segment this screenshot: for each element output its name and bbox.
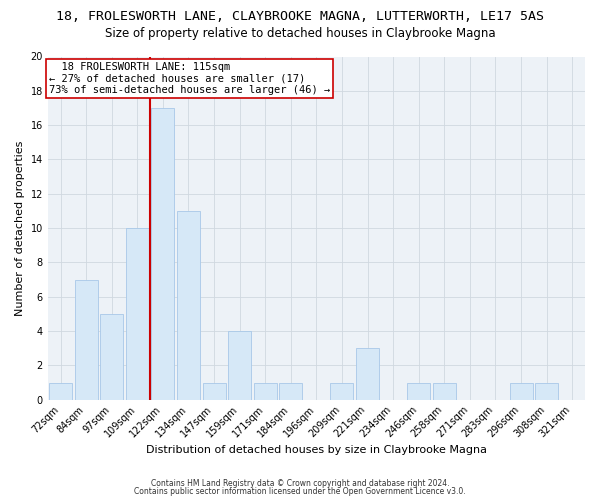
Text: Size of property relative to detached houses in Claybrooke Magna: Size of property relative to detached ho… [104, 28, 496, 40]
Bar [433, 382, 456, 400]
Text: Contains public sector information licensed under the Open Government Licence v3: Contains public sector information licen… [134, 487, 466, 496]
Bar [203, 382, 226, 400]
Bar [74, 280, 98, 400]
Bar [100, 314, 123, 400]
X-axis label: Distribution of detached houses by size in Claybrooke Magna: Distribution of detached houses by size … [146, 445, 487, 455]
Bar [331, 382, 353, 400]
Bar [228, 331, 251, 400]
Bar [254, 382, 277, 400]
Bar [126, 228, 149, 400]
Text: Contains HM Land Registry data © Crown copyright and database right 2024.: Contains HM Land Registry data © Crown c… [151, 478, 449, 488]
Bar [177, 211, 200, 400]
Bar [151, 108, 175, 400]
Text: 18 FROLESWORTH LANE: 115sqm
← 27% of detached houses are smaller (17)
73% of sem: 18 FROLESWORTH LANE: 115sqm ← 27% of det… [49, 62, 331, 95]
Y-axis label: Number of detached properties: Number of detached properties [15, 140, 25, 316]
Text: 18, FROLESWORTH LANE, CLAYBROOKE MAGNA, LUTTERWORTH, LE17 5AS: 18, FROLESWORTH LANE, CLAYBROOKE MAGNA, … [56, 10, 544, 23]
Bar [535, 382, 558, 400]
Bar [49, 382, 72, 400]
Bar [509, 382, 533, 400]
Bar [407, 382, 430, 400]
Bar [356, 348, 379, 400]
Bar [280, 382, 302, 400]
